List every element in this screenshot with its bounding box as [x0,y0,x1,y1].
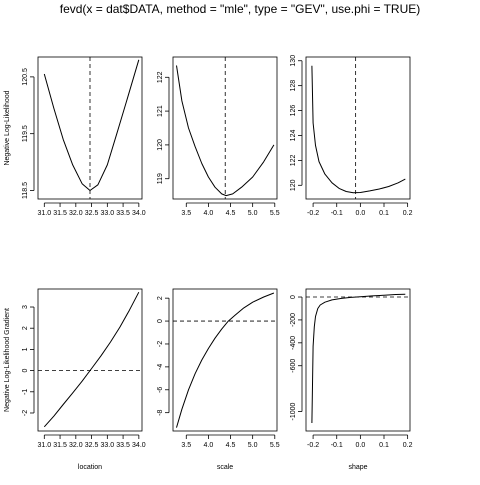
x-tick-label: 33.0 [101,442,115,449]
plot-frame [172,288,278,432]
panel-nll-location: 31.0 31.5 32.0 32.5 33.0 33.5 34.0 118.5 119.5 12… [4,56,146,217]
y-tick-label: -2 [22,410,29,416]
x-tick-label: -0.2 [307,210,319,217]
panel-nll-scale: 3.5 4.0 4.5 5.0 5.5 119 120 121 122 [157,56,280,217]
x-tick-label: 33.5 [116,210,130,217]
y-tick-label: 119.5 [22,125,29,142]
x-tick-label: -0.1 [331,210,343,217]
x-tick-label: 5.0 [248,210,258,217]
x-tick-label: 0.2 [403,210,413,217]
panel-grad-location: 31.0 31.5 32.0 32.5 33.0 33.5 34.0 -2 -1 0 1 2 3 loca… [4,288,146,471]
y-tick-label: 1 [22,347,29,351]
y-tick-label: -4 [157,364,164,370]
x-tick-label: 4.5 [226,210,236,217]
plot-frame [305,56,411,200]
x-tick-label: 4.0 [204,442,214,449]
x-tick-label: 0.1 [379,210,389,217]
y-tick-label: 120 [157,139,164,151]
y-tick-label: -200 [290,313,297,327]
y-tick-label: 122 [157,71,164,83]
x-tick-label: 32.5 [85,210,99,217]
series-line [43,291,140,428]
y-tick-label: -600 [290,359,297,373]
panel-nll-shape: -0.2 -0.1 0.0 0.1 0.2 120 122 124 126 128 130 [290,55,413,217]
y-axis-label: Negative Log-Likelihood [4,90,11,165]
y-tick-label: 121 [157,105,164,117]
y-tick-label: -2 [157,341,164,347]
x-tick-label: 32.5 [85,442,99,449]
x-axis-label: shape [348,464,367,471]
plot-frame [37,288,143,432]
y-tick-label: 0 [157,319,164,323]
x-tick-label: 31.5 [53,442,67,449]
x-tick-label: 5.5 [270,210,280,217]
y-tick-label: 124 [290,130,297,142]
panels: 31.0 31.5 32.0 32.5 33.0 33.5 34.0118.5119.512… [4,55,413,471]
y-tick-label: -1000 [290,402,297,420]
x-tick-label: 0.0 [355,442,365,449]
y-tick-label: 2 [157,296,164,300]
x-tick-label: 33.5 [116,442,130,449]
y-tick-label: -6 [157,387,164,393]
series-line [176,65,275,197]
y-tick-label: 128 [290,80,297,92]
x-tick-label: 4.0 [204,210,214,217]
series-line [43,59,140,191]
panel-grad-shape: -0.2 -0.1 0.0 0.1 0.2 -1000 -600 -400 -200 0 shape [290,288,413,471]
y-tick-label: -1 [22,389,29,395]
y-tick-label: -400 [290,336,297,350]
figure-title: fevd(x = dat$DATA, method = "mle", type … [60,2,421,16]
y-tick-label: 0 [22,369,29,373]
x-tick-label: 31.5 [53,210,67,217]
x-tick-label: 4.5 [226,442,236,449]
x-tick-label: -0.2 [307,442,319,449]
x-tick-label: -0.1 [331,442,343,449]
x-tick-label: 34.0 [132,442,146,449]
x-tick-label: 0.2 [403,442,413,449]
y-tick-label: 126 [290,105,297,117]
y-axis-label: Negative Log-Likelihood Gradient [4,308,11,412]
series-line [311,65,406,194]
x-tick-label: 5.0 [248,442,258,449]
x-tick-label: 5.5 [270,442,280,449]
x-tick-label: 3.5 [181,210,191,217]
plot-frame [305,288,411,432]
x-tick-label: 0.1 [379,442,389,449]
x-tick-label: 31.0 [37,210,51,217]
y-tick-label: 120.5 [22,68,29,86]
panel-grad-scale: 3.5 4.0 4.5 5.0 5.5 -8 -6 -4 -2 0 2 scale [157,288,280,471]
y-tick-label: 118.5 [22,182,29,199]
y-tick-label: 122 [290,154,297,166]
x-axis-label: scale [217,464,233,471]
y-tick-label: 2 [22,326,29,330]
x-tick-label: 31.0 [37,442,51,449]
x-tick-label: 34.0 [132,210,146,217]
series-line [311,293,406,424]
x-tick-label: 3.5 [181,442,191,449]
y-tick-label: 130 [290,55,297,67]
x-axis-label: location [78,464,102,471]
y-tick-label: -8 [157,409,164,415]
y-tick-label: 0 [290,295,297,299]
x-tick-label: 32.0 [69,210,83,217]
x-tick-label: 0.0 [355,210,365,217]
x-tick-label: 33.0 [101,210,115,217]
series-line [176,292,275,428]
y-tick-label: 3 [22,305,29,309]
y-tick-label: 120 [290,179,297,191]
x-tick-label: 32.0 [69,442,83,449]
y-tick-label: 119 [157,173,164,184]
